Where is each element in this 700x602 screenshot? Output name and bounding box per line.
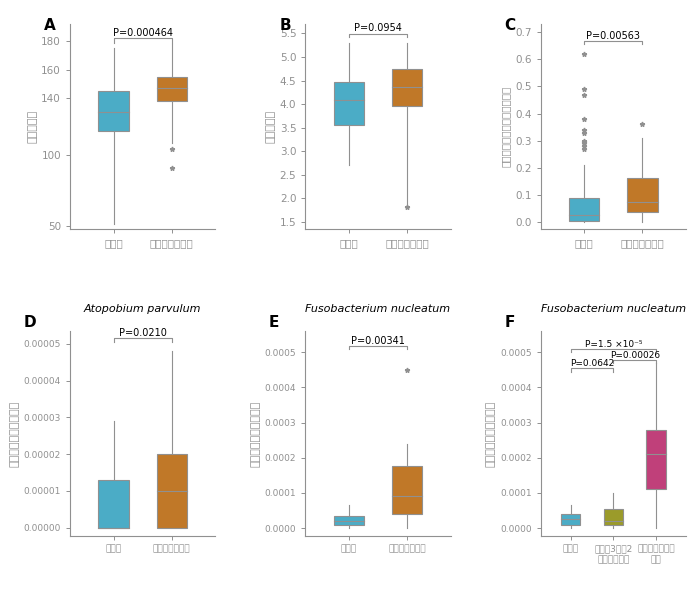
Bar (647, 430, 666, 489)
Bar (569, 198, 599, 220)
Text: B: B (279, 18, 290, 33)
Text: P=0.00026: P=0.00026 (610, 350, 660, 359)
Text: P=0.00341: P=0.00341 (351, 335, 405, 346)
Text: A: A (44, 18, 55, 33)
Text: P=0.0210: P=0.0210 (119, 328, 167, 338)
Y-axis label: 種の豊富さ: 種の豊富さ (27, 110, 37, 143)
Bar (99, 91, 129, 131)
Text: P=1.5 ×10⁻⁵: P=1.5 ×10⁻⁵ (584, 340, 642, 349)
Bar (334, 82, 364, 125)
Text: P=0.000464: P=0.000464 (113, 28, 173, 39)
Bar (99, 480, 129, 528)
Y-axis label: 便中の相対的な存在量: 便中の相対的な存在量 (9, 400, 20, 467)
Text: C: C (505, 18, 515, 33)
Bar (157, 454, 187, 528)
Title: Atopobium parvulum: Atopobium parvulum (84, 303, 202, 314)
Y-axis label: 口腔内細菌の相対的な存在量: 口腔内細菌の相対的な存在量 (501, 86, 511, 167)
Title: Fusobacterium nucleatum: Fusobacterium nucleatum (541, 303, 686, 314)
Y-axis label: 種の多様性: 種の多様性 (265, 110, 276, 143)
Text: P=0.00563: P=0.00563 (587, 31, 641, 40)
Text: F: F (505, 315, 514, 330)
Bar (157, 76, 187, 101)
Bar (561, 514, 580, 524)
Bar (627, 178, 657, 212)
Y-axis label: 便中の相対的な存在量: 便中の相対的な存在量 (486, 400, 496, 467)
Text: E: E (269, 315, 279, 330)
Bar (334, 516, 364, 524)
Text: D: D (24, 315, 36, 330)
Bar (392, 467, 422, 514)
Bar (392, 69, 422, 107)
Title: Fusobacterium nucleatum: Fusobacterium nucleatum (305, 303, 451, 314)
Text: P=0.0954: P=0.0954 (354, 23, 402, 33)
Y-axis label: 便中の相対的な存在量: 便中の相対的な存在量 (251, 400, 260, 467)
Bar (603, 509, 623, 524)
Text: P=0.0642: P=0.0642 (570, 359, 614, 368)
